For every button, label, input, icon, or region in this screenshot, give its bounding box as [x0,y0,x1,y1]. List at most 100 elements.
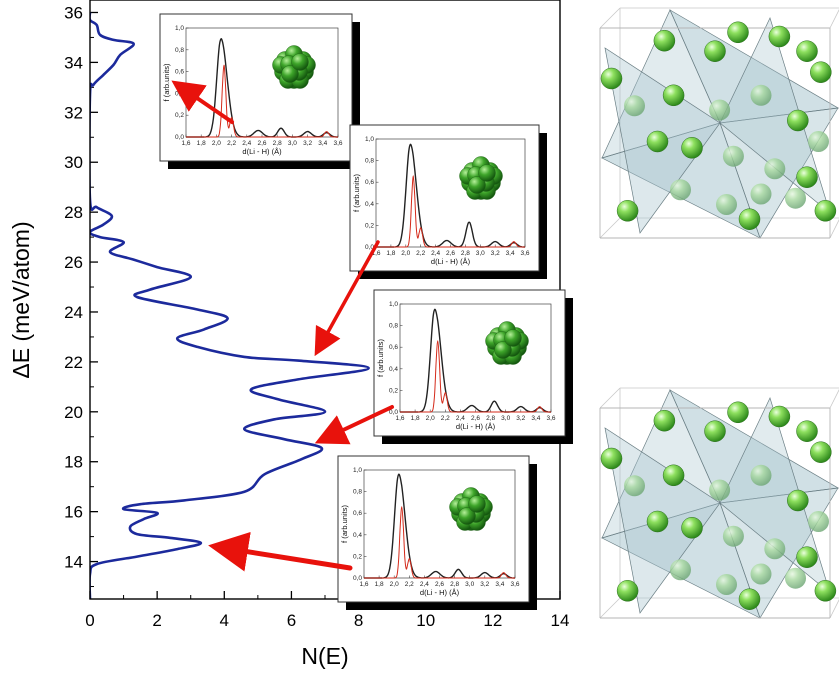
y-tick-label: 18 [64,453,83,472]
x-tick-label: 14 [551,611,570,630]
lithium-atom [600,447,623,470]
polyhedron-structure-icon [599,387,839,619]
inset-frame [159,13,353,162]
inset-x-tick: 3,0 [465,581,474,588]
rdf-insets: 0,0 0,2 0,4 0,6 0,8 1,0 1,6 1,8 2,0 2,2 2,4 2,6 2,8 3… [159,13,573,610]
polyhedron-structure-icon [599,7,839,239]
y-tick-label: 14 [64,553,83,572]
rdf-partial-curve [376,175,525,248]
x-tick-label: 6 [287,611,296,630]
rdf-total-curve [376,143,525,248]
inset-x-tick: 3,6 [546,415,555,422]
arrow-2 [314,240,380,357]
inset-y-label: f (arb.units) [162,63,171,101]
lithium-atom [808,511,829,532]
lithium-atom [722,145,744,167]
lithium-atom [764,538,786,560]
rdf-partial-curve [400,340,551,413]
inset-x-tick: 2,2 [416,250,425,257]
lithium-atom [768,405,791,428]
lithium-atom [808,131,829,152]
x-tick-label: 0 [85,611,94,630]
green-cluster-icon [459,156,503,200]
inset-y-tick: 0,8 [365,158,374,165]
rdf-inset-3: 0,0 0,2 0,4 0,6 0,8 1,0 1,6 1,8 2,0 2,2 2,4 2,6 2,8 3… [373,289,573,444]
inset-y-tick: 0,6 [365,179,374,186]
inset-x-tick: 2,0 [212,140,221,147]
y-tick-label: 28 [64,203,83,222]
inset-x-tick: 2,0 [390,581,399,588]
green-cluster-icon [272,45,316,89]
rdf-partial-curve [364,506,515,579]
inset-y-tick: 0,4 [389,366,398,373]
lithium-atom [616,580,639,602]
inset-y-tick: 0,0 [175,134,184,141]
lithium-atom [814,580,837,602]
lithium-atom [738,588,761,610]
lithium-atom [704,40,726,62]
inset-x-tick: 3,2 [480,581,489,588]
inset-x-tick: 2,4 [242,140,251,147]
y-tick-label: 26 [64,253,83,272]
lithium-atom [785,187,806,209]
inset-y-tick: 0,2 [365,222,374,229]
inset-y-tick: 0,4 [353,532,362,539]
lithium-atom [750,464,772,486]
green-cluster-icon [449,487,493,531]
inset-x-tick: 3,2 [491,250,500,257]
inset-y-tick: 1,0 [365,136,374,143]
inset-x-label: d(Li - H) (Å) [456,422,496,431]
inset-x-tick: 1,8 [375,581,384,588]
inset-y-tick: 0,0 [365,244,374,251]
y-tick-label: 16 [64,503,83,522]
lithium-atom [681,137,703,159]
inset-y-tick: 0,8 [389,323,398,330]
y-tick-label: 36 [64,3,83,22]
inset-y-tick: 0,8 [175,47,184,54]
lithium-atom [796,420,818,442]
inset-x-tick: 2,4 [456,415,465,422]
lithium-atom [716,574,737,595]
inset-y-label: f (arb.units) [340,505,349,543]
x-tick-label: 4 [220,611,229,630]
lithium-atom [709,479,731,501]
lithium-atom [787,489,809,512]
inset-y-tick: 0,0 [389,409,398,416]
lithium-atom [681,517,703,539]
y-axis-title: ΔE (meV/atom) [8,221,34,378]
inset-x-tick: 1,6 [359,581,368,588]
inset-x-tick: 3,0 [476,250,485,257]
inset-x-tick: 3,6 [333,140,342,147]
lithium-atom [738,208,761,230]
inset-y-tick: 0,2 [389,387,398,394]
lithium-atom [810,61,832,83]
inset-x-tick: 3,6 [510,581,519,588]
arrow-3 [314,405,394,445]
x-axis-title: N(E) [301,643,348,669]
lithium-atom [785,567,806,589]
x-tick-labels: 0 2 4 6 8 10 12 14 [85,611,569,630]
inset-x-tick: 2,6 [257,140,266,147]
lithium-atom [670,179,691,201]
arrow-1 [171,80,234,124]
lithium-atom [810,441,832,463]
inset-x-tick: 3,2 [303,140,312,147]
inset-y-tick: 0,6 [353,510,362,517]
inset-x-tick: 2,0 [426,415,435,422]
green-cluster-icon [485,321,529,365]
inset-y-tick: 0,0 [353,575,362,582]
inset-x-tick: 1,6 [181,140,190,147]
inset-x-tick: 3,2 [516,415,525,422]
lithium-atom [796,40,818,62]
inset-x-tick: 1,8 [197,140,206,147]
rdf-total-curve [400,308,551,413]
inset-x-label: d(Li - H) (Å) [431,257,471,266]
lithium-atom [750,84,772,106]
inset-x-tick: 2,2 [441,415,450,422]
rdf-total-curve [185,38,338,138]
inset-x-tick: 2,0 [401,250,410,257]
inset-y-tick: 1,0 [389,301,398,308]
inset-y-tick: 0,4 [175,90,184,97]
dos-curve [90,12,370,599]
inset-x-tick: 2,2 [227,140,236,147]
